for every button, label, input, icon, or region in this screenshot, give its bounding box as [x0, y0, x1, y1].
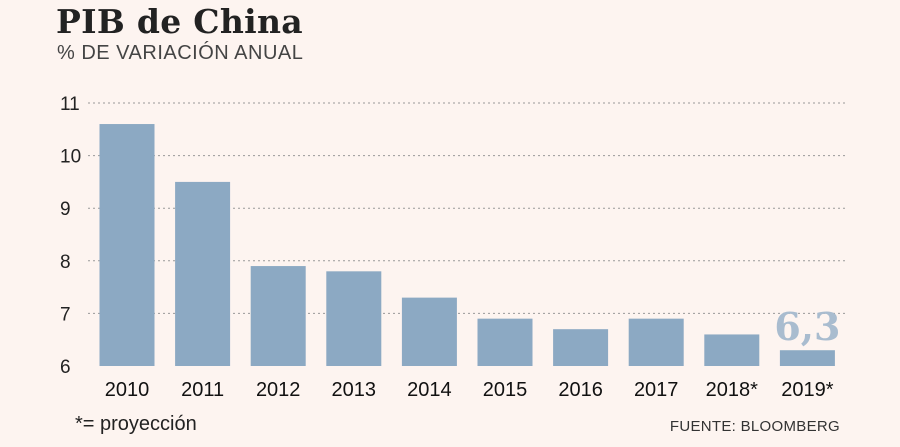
x-tick-label: 2010 — [105, 379, 150, 401]
bar — [250, 266, 306, 366]
y-tick-label: 7 — [60, 304, 71, 325]
footnote: *= proyección — [75, 413, 197, 435]
bar — [553, 329, 609, 366]
x-tick-label: 2013 — [332, 379, 377, 401]
y-tick-label: 11 — [60, 94, 80, 115]
y-tick-label: 9 — [60, 199, 71, 220]
x-tick-label: 2012 — [256, 379, 301, 401]
x-tick-label: 2011 — [181, 379, 224, 401]
x-tick-label: 2016 — [558, 379, 603, 401]
bar — [175, 181, 231, 366]
bar — [779, 350, 835, 366]
y-tick-label: 8 — [60, 252, 71, 273]
data-label-annotation: 6,3 — [774, 304, 840, 349]
bar — [628, 318, 684, 366]
x-tick-label: 2018* — [706, 379, 758, 401]
bar — [326, 271, 382, 366]
source-note: FUENTE: BLOOMBERG — [669, 418, 840, 435]
x-tick-label: 2019* — [781, 379, 833, 401]
bar — [401, 297, 457, 366]
x-tick-label: 2017 — [634, 379, 679, 401]
bar — [477, 318, 533, 366]
bar — [99, 124, 155, 366]
chart-title: PIB de China — [56, 2, 303, 41]
y-tick-label: 6 — [60, 357, 71, 378]
bar — [704, 334, 760, 366]
chart-subtitle: % DE VARIACIÓN ANUAL — [57, 42, 304, 64]
y-tick-label: 10 — [60, 147, 81, 168]
x-tick-label: 2015 — [483, 379, 528, 401]
x-tick-label: 2014 — [407, 379, 452, 401]
